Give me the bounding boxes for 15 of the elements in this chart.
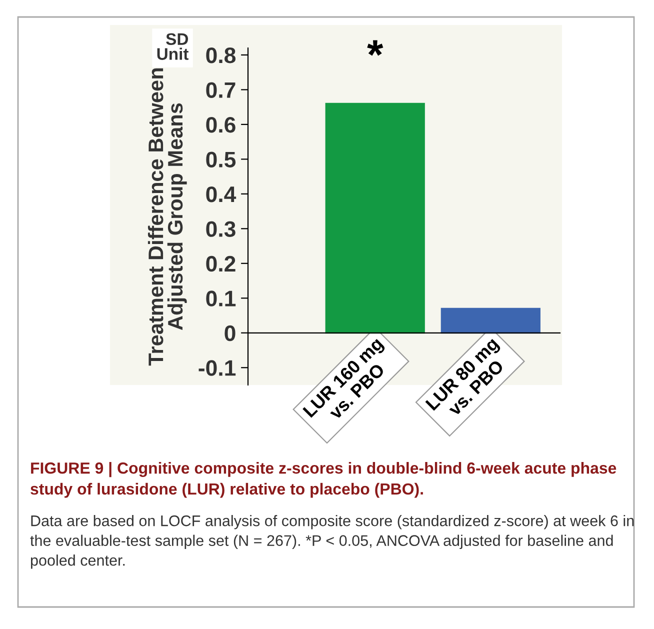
y-tick-label: 0.2: [206, 256, 236, 272]
y-tick-label: 0.7: [206, 82, 236, 98]
text: SD Unit: [157, 33, 189, 60]
text: Data are based on LOCF analysis of composite score (standardized z-score) at week 6 in the evaluable-test sample set (N = 267). *P < 0.05, ANCOVA adjusted for baseline and pooled center.: [30, 515, 634, 569]
y-tick-label: 0: [224, 325, 236, 342]
y-tick-label: 0.3: [206, 221, 236, 237]
y-tick-label: 0.8: [206, 47, 236, 64]
y-axis-title: Treatment Difference Between Adjusted Group Means: [148, 68, 187, 366]
y-tick-label: 0.6: [206, 116, 236, 133]
y-tick-label: 0.1: [206, 290, 236, 306]
y-tick-label: -0.1: [198, 360, 236, 376]
y-tick-label: 0.4: [206, 186, 236, 202]
annotation: *: [367, 40, 384, 56]
y-tick-label: 0.5: [206, 152, 236, 168]
text: FIGURE 9 | Cognitive composite z-scores in double-blind 6-week acute phase study of lurasidone (LUR) relative to placebo (PBO).: [30, 462, 616, 498]
